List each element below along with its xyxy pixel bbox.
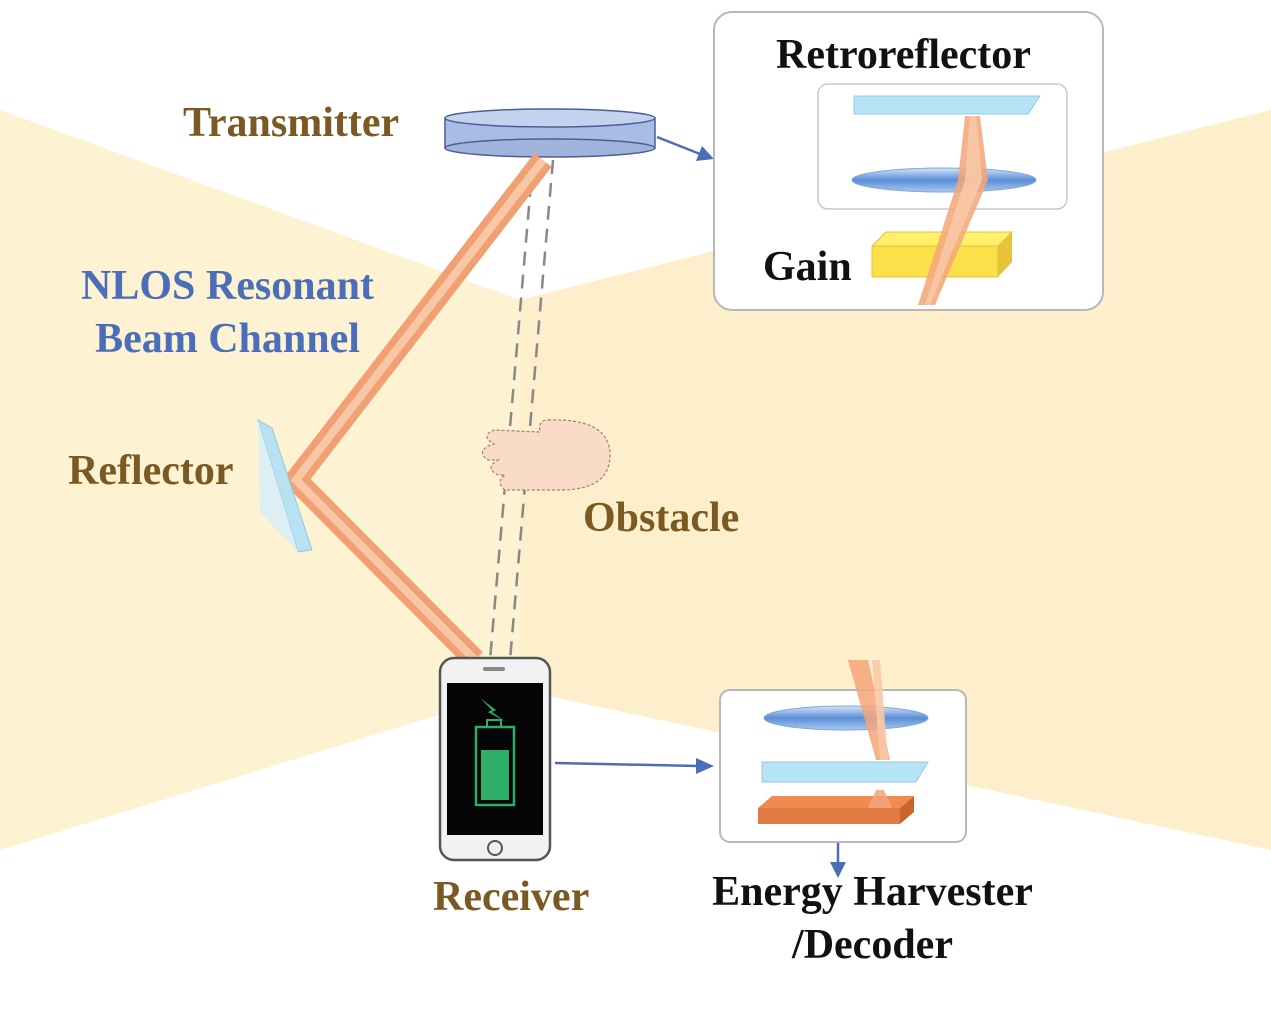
nlos-beam xyxy=(281,153,552,668)
harvester-label-line1: Energy Harvester xyxy=(712,869,1033,915)
smartphone-receiver-icon xyxy=(438,656,552,862)
obstacle-label: Obstacle xyxy=(583,495,740,541)
receiver-label: Receiver xyxy=(433,874,590,920)
harvester-label-line2: /Decoder xyxy=(792,922,953,968)
nlos-label-line2: Beam Channel xyxy=(95,316,360,362)
reflector-label: Reflector xyxy=(68,448,234,494)
reflector-icon xyxy=(257,418,313,553)
gain-label: Gain xyxy=(763,244,852,290)
retroreflector-label: Retroreflector xyxy=(776,32,1031,78)
arrow-to-retroreflector xyxy=(656,135,714,161)
direct-path-dashed xyxy=(488,159,555,661)
nlos-label-line1: NLOS Resonant xyxy=(81,263,374,309)
arrow-to-harvester xyxy=(554,758,714,774)
retroreflector-panel xyxy=(713,11,1104,311)
transmitter-icon xyxy=(444,108,656,158)
energy-harvester-panel xyxy=(719,660,967,843)
transmitter-label: Transmitter xyxy=(183,100,400,146)
hand-obstacle-icon xyxy=(481,419,611,491)
